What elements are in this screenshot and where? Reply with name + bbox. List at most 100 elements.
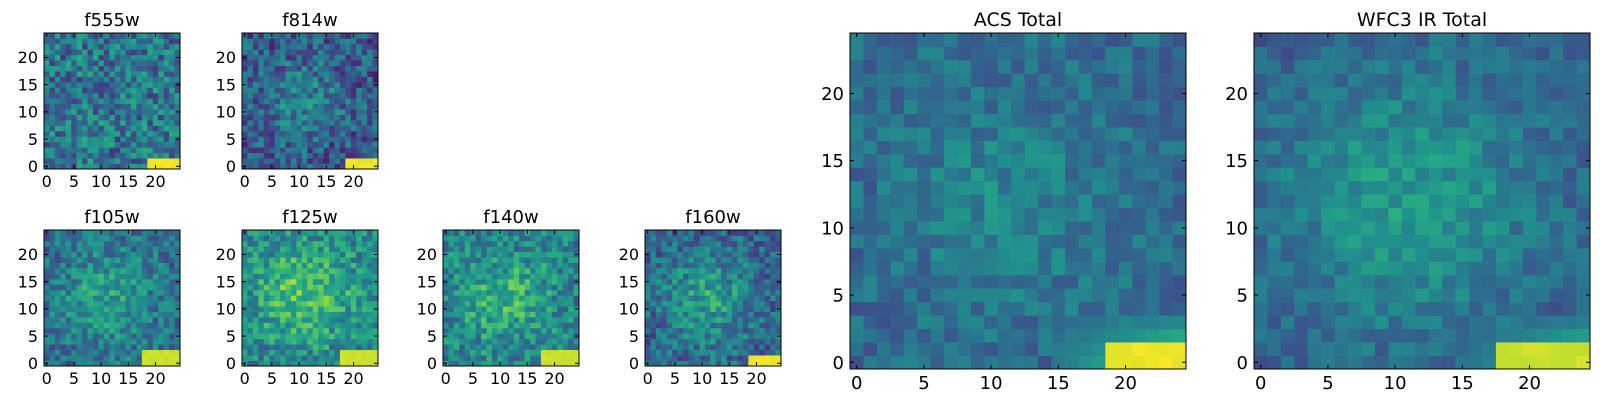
heatmap-cell: [65, 295, 72, 302]
heatmap-cell: [92, 76, 99, 83]
heatmap-cell: [699, 355, 706, 361]
heatmap-cell: [850, 328, 864, 343]
heatmap-cell: [125, 306, 132, 312]
heatmap-cell: [345, 136, 352, 143]
heatmap-cell: [247, 278, 254, 285]
heatmap-cell: [169, 125, 175, 132]
heatmap-cell: [334, 235, 341, 242]
heatmap-cell: [530, 295, 536, 302]
heatmap-cell: [448, 289, 455, 296]
heatmap-cell: [1509, 207, 1524, 222]
heatmap-cell: [44, 38, 50, 45]
heatmap-cell: [1415, 167, 1430, 182]
heatmap-cell: [459, 246, 466, 253]
heatmap-cell: [737, 311, 744, 318]
y-tick-label: 10: [18, 300, 38, 319]
heatmap-cell: [1172, 153, 1187, 168]
heatmap-cell: [530, 278, 536, 285]
heatmap-cell: [491, 284, 498, 291]
heatmap-cell: [1172, 73, 1187, 88]
heatmap-cell: [92, 43, 99, 50]
heatmap-cell: [136, 152, 143, 159]
heatmap-cell: [174, 235, 181, 242]
heatmap-cell: [732, 230, 738, 236]
heatmap-cell: [1267, 194, 1282, 209]
heatmap-cell: [82, 103, 88, 110]
heatmap-cell: [645, 317, 651, 323]
heatmap-cell: [876, 73, 891, 88]
heatmap-cell: [71, 289, 77, 296]
heatmap-cell: [103, 333, 110, 340]
heatmap-cell: [301, 49, 308, 56]
heatmap-cell: [152, 98, 159, 105]
heatmap-cell: [1172, 355, 1187, 370]
heatmap-cell: [546, 273, 553, 280]
heatmap-cell: [1374, 234, 1389, 249]
heatmap-cell: [508, 295, 515, 302]
heatmap-cell: [693, 262, 700, 269]
heatmap-cell: [65, 33, 72, 39]
heatmap-cell: [1401, 248, 1416, 262]
heatmap-cell: [312, 130, 319, 137]
heatmap-cell: [345, 344, 352, 351]
heatmap-cell: [49, 355, 56, 361]
heatmap-cell: [269, 240, 275, 247]
heatmap-cell: [361, 92, 368, 99]
heatmap-cell: [301, 65, 308, 72]
heatmap-cell: [169, 306, 175, 312]
heatmap-cell: [71, 268, 77, 274]
heatmap-cell: [732, 246, 738, 253]
heatmap-cell: [1051, 315, 1066, 330]
heatmap-cell: [312, 109, 319, 115]
heatmap-cell: [672, 355, 678, 361]
heatmap-cell: [775, 268, 782, 274]
x-tick-label: 15: [118, 369, 138, 388]
heatmap-cell: [546, 300, 553, 307]
heatmap-cell: [1118, 100, 1133, 114]
heatmap-cell: [645, 338, 651, 345]
heatmap-cell: [1267, 234, 1282, 249]
heatmap-cell: [475, 338, 482, 345]
heatmap-cell: [307, 158, 314, 164]
heatmap-cell: [263, 65, 270, 72]
heatmap-cell: [890, 315, 905, 330]
heatmap-cell: [152, 338, 159, 345]
heatmap-cell: [131, 235, 137, 242]
heatmap-cell: [307, 333, 314, 340]
heatmap-cell: [1038, 288, 1052, 303]
heatmap-cell: [87, 317, 94, 323]
heatmap-cell: [65, 43, 72, 50]
heatmap-cell: [930, 46, 945, 61]
heatmap-cell: [356, 152, 363, 159]
heatmap-cell: [661, 278, 668, 285]
heatmap-cell: [87, 273, 94, 280]
heatmap-cell: [356, 311, 363, 318]
heatmap-cell: [296, 295, 303, 302]
heatmap-cell: [163, 65, 170, 72]
heatmap-cell: [650, 240, 657, 247]
heatmap-cell: [136, 54, 143, 61]
heatmap-cell: [997, 342, 1012, 356]
heatmap-cell: [339, 251, 346, 258]
heatmap-cell: [551, 295, 558, 302]
heatmap-cell: [312, 300, 319, 307]
heatmap-cell: [863, 355, 878, 370]
heatmap-cell: [158, 349, 165, 356]
heatmap-cell: [252, 289, 259, 296]
heatmap-cell: [92, 65, 99, 72]
heatmap-cell: [258, 92, 265, 99]
x-tick-label: 5: [918, 373, 929, 394]
heatmap-cell: [519, 360, 525, 367]
heatmap-cell: [1065, 100, 1079, 114]
heatmap-cell: [372, 76, 379, 83]
heatmap-cell: [334, 54, 341, 61]
heatmap-cell: [530, 317, 536, 323]
heatmap-cell: [890, 33, 905, 47]
heatmap-cell: [131, 152, 137, 159]
heatmap-cell: [715, 317, 722, 323]
heatmap-cell: [65, 81, 72, 88]
heatmap-cell: [645, 273, 651, 280]
heatmap-cell: [361, 136, 368, 143]
heatmap-cell: [944, 33, 958, 47]
